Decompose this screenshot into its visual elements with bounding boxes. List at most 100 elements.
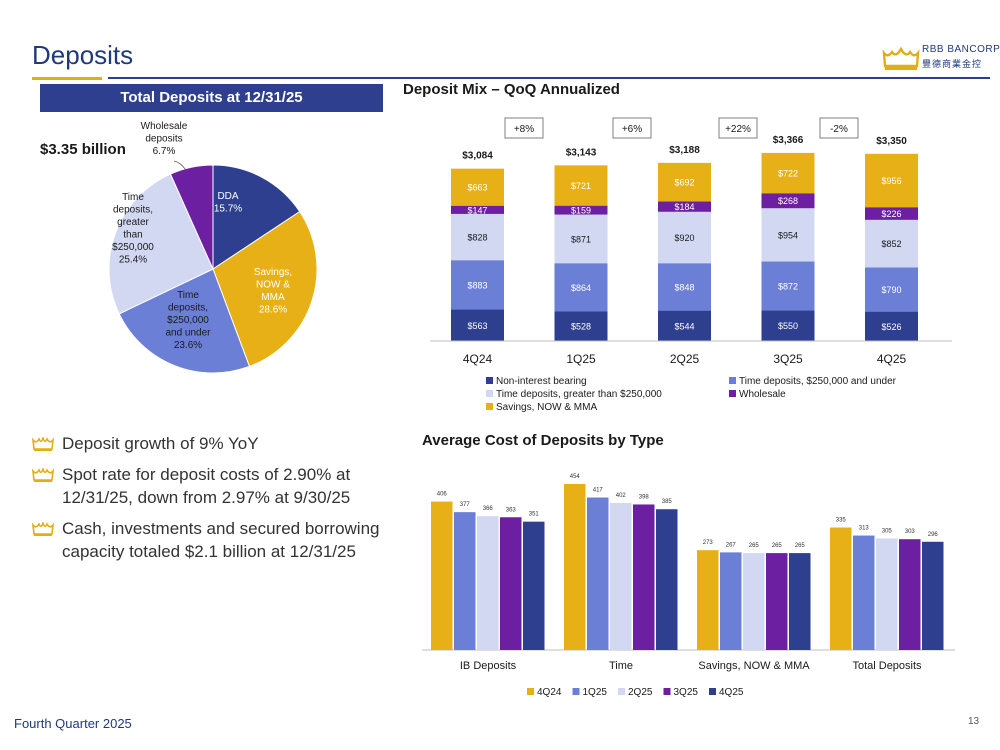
cost-bar-value-label: 335 [836, 518, 847, 524]
cost-of-deposits-title: Average Cost of Deposits by Type [422, 432, 664, 449]
cost-bar-value-label: 273 [703, 540, 714, 546]
title-divider-rule [108, 77, 990, 79]
segment-value-label: $954 [778, 230, 798, 240]
qoq-growth-box [819, 117, 859, 139]
segment-value-label: $956 [881, 176, 901, 186]
cost-bar-3q25 [899, 539, 921, 650]
cost-bar-value-label: 296 [928, 532, 939, 538]
legend-swatch-time-deposits-greater-than-250-000 [486, 390, 493, 397]
cost-bar-4q25 [789, 553, 811, 650]
crown-logo-icon [882, 46, 920, 70]
x-axis-tick-label: 2Q25 [670, 352, 700, 366]
stacked-bar-segment-savings-now-mma [451, 168, 504, 206]
segment-value-label: $864 [571, 283, 591, 293]
cost-bar-value-label: 303 [905, 529, 916, 535]
segment-value-label: $526 [881, 322, 901, 332]
key-points-list: Deposit growth of 9% YoY Spot rate for d… [32, 432, 382, 571]
total-deposits-banner: Total Deposits at 12/31/25 [40, 84, 383, 112]
bar-total-label: $3,143 [566, 147, 597, 158]
x-axis-tick-label: 4Q25 [877, 352, 907, 366]
legend-swatch-4q25 [709, 688, 716, 695]
crown-bullet-icon [32, 468, 54, 482]
cost-bar-4q24 [697, 550, 719, 650]
crown-bullet-icon [32, 522, 54, 536]
legend-label-3q25: 3Q25 [674, 687, 699, 698]
bullet-text: Spot rate for deposit costs of 2.90% at … [62, 465, 351, 507]
page-title: Deposits [32, 40, 134, 70]
bar-total-label: $3,366 [773, 135, 804, 146]
x-axis-tick-label: IB Deposits [460, 660, 517, 672]
legend-label-time-deposits-greater-than-250-000: Time deposits, greater than $250,000 [496, 389, 662, 400]
legend-label-4q25: 4Q25 [719, 687, 744, 698]
stacked-bar-segment-time-deposits-greater-than-250-000 [658, 211, 711, 264]
segment-value-label: $721 [571, 181, 591, 191]
pie-leader-line [173, 160, 187, 171]
segment-value-label: $159 [571, 206, 591, 216]
cost-bar-value-label: 267 [726, 542, 737, 548]
cost-bar-value-label: 366 [483, 506, 494, 512]
segment-value-label: $871 [571, 234, 591, 244]
cost-bar-4q24 [564, 484, 586, 650]
cost-bar-value-label: 363 [506, 507, 517, 513]
cost-bar-4q24 [830, 527, 852, 650]
bar-total-label: $3,084 [462, 151, 493, 162]
cost-bar-value-label: 406 [437, 492, 448, 498]
segment-value-label: $920 [674, 233, 694, 243]
logo-subtitle: 豐德商業金控 [922, 59, 983, 69]
stacked-bar-segment-time-deposits-greater-than-250-000 [554, 214, 608, 264]
stacked-bar-segment-time-deposits-greater-than-250-000 [451, 213, 504, 261]
cost-bar-3q25 [500, 517, 522, 650]
pie-slice-time-deposits-250-000-and-under [118, 268, 251, 374]
page-number: 13 [968, 716, 980, 727]
pie-slice-dda [212, 164, 301, 270]
pie-label-dda: DDA 15.7% [214, 191, 242, 215]
cost-bar-value-label: 313 [859, 526, 870, 532]
stacked-bar-segment-time-deposits-250-000-and-under [761, 261, 815, 311]
legend-swatch-3q25 [663, 688, 671, 695]
stacked-bar-segment-time-deposits-250-000-and-under [451, 260, 504, 310]
qoq-growth-box [718, 117, 758, 139]
stacked-bar-segment-time-deposits-250-000-and-under [865, 267, 918, 312]
stacked-bar-segment-wholesale [865, 207, 918, 220]
x-axis-tick-label: Total Deposits [852, 660, 922, 672]
cost-bar-value-label: 402 [616, 493, 627, 499]
cost-bar-value-label: 265 [795, 543, 806, 549]
qoq-growth-box [504, 117, 544, 139]
cost-bar-4q25 [922, 541, 944, 650]
segment-value-label: $184 [674, 202, 694, 212]
qoq-growth-label: +6% [622, 124, 642, 135]
deposit-composition-pie-chart: DDA 15.7% Savings, NOW & MMA 28.6% Time deposit… [108, 121, 318, 374]
x-axis-tick-label: 4Q24 [463, 352, 493, 366]
cost-bar-value-label: 417 [593, 488, 604, 494]
cost-bar-3q25 [766, 553, 788, 650]
cost-bar-1q25 [454, 512, 476, 650]
segment-value-label: $692 [674, 178, 694, 188]
pie-slice-time-deposits-greater-than-250-000 [108, 173, 214, 315]
cost-bar-2q25 [477, 516, 499, 650]
legend-swatch-wholesale [729, 390, 736, 397]
stacked-bar-segment-non-interest-bearing [865, 311, 918, 341]
pie-label-wholesale-deposits: Wholesale deposits 6.7% [141, 121, 188, 157]
pie-label-time-deposits-250-000-and-under: Time deposits, $250,000 and under 23.6% [165, 290, 211, 351]
segment-value-label: $848 [674, 282, 694, 292]
cost-bar-3q25 [633, 504, 655, 650]
segment-value-label: $268 [778, 196, 798, 206]
pie-slice-wholesale-deposits [169, 164, 214, 270]
legend-swatch-non-interest-bearing [486, 377, 493, 384]
cost-bar-4q25 [523, 521, 545, 650]
cost-bar-value-label: 265 [749, 543, 760, 549]
x-axis-tick-label: 3Q25 [773, 352, 803, 366]
legend-swatch-4q24 [527, 688, 534, 695]
stacked-bar-segment-wholesale [658, 201, 711, 212]
stacked-bar-segment-time-deposits-250-000-and-under [554, 263, 608, 312]
legend-swatch-1q25 [572, 688, 580, 695]
cost-bar-value-label: 398 [639, 494, 650, 500]
stacked-bar-segment-savings-now-mma [865, 153, 918, 208]
pie-label-time-deposits-greater-than-250-000: Time deposits, greater than $250,000 25.4% [112, 192, 154, 266]
legend-swatch-savings-now-mma [486, 403, 493, 410]
legend-label-1q25: 1Q25 [583, 687, 608, 698]
stacked-bar-segment-savings-now-mma [761, 152, 815, 194]
legend-swatch-2q25 [618, 688, 625, 695]
legend-label-wholesale: Wholesale [739, 389, 786, 400]
cost-bar-2q25 [743, 553, 765, 650]
